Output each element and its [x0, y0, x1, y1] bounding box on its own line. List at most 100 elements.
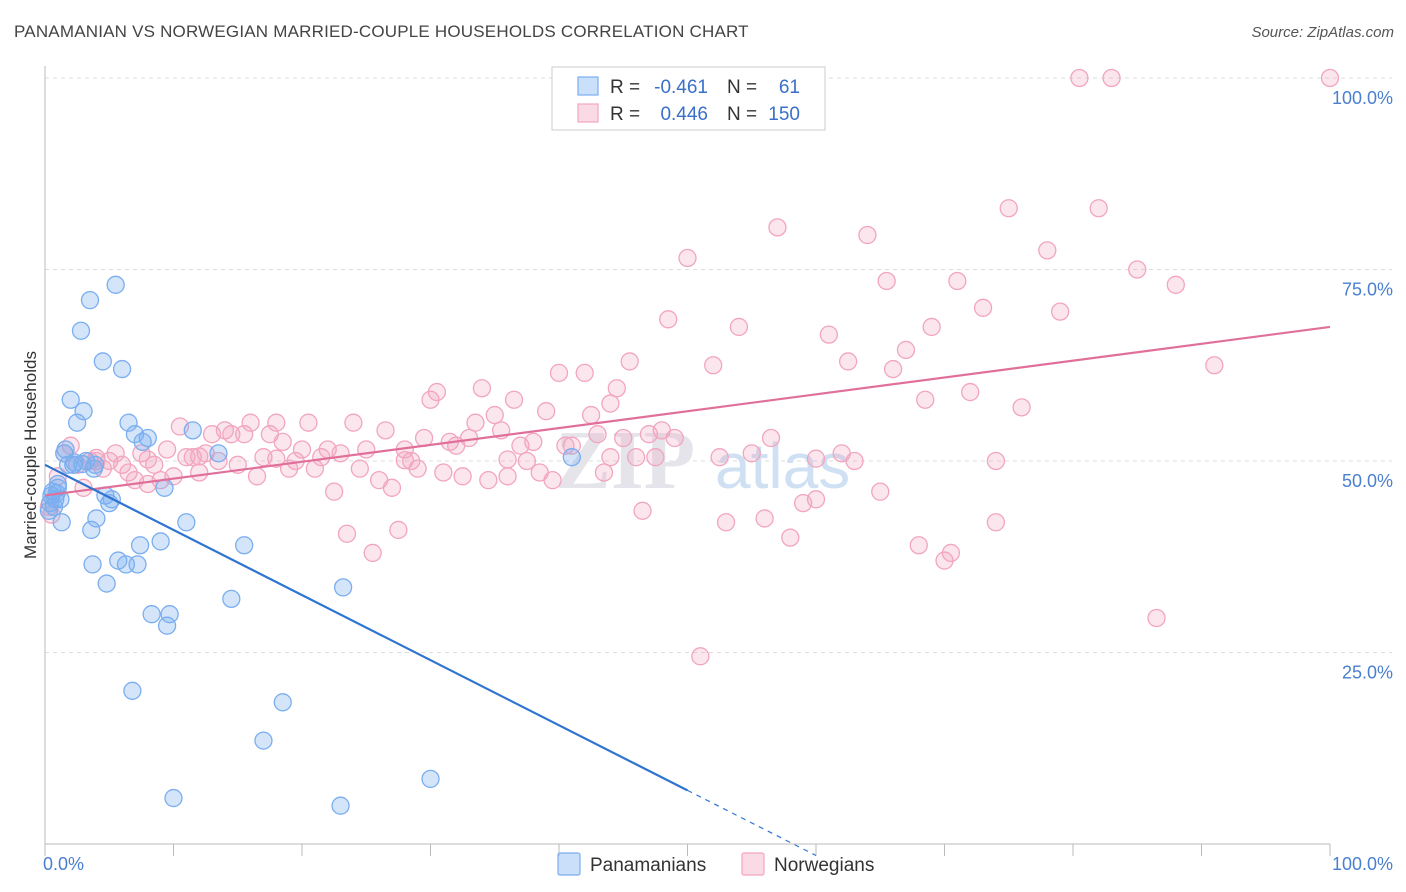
norwegian-point — [581, 405, 601, 425]
panamanian-trend-line — [44, 463, 688, 792]
norwegian-point — [157, 440, 177, 459]
norwegian-point — [337, 524, 357, 543]
norwegian-point — [755, 509, 774, 528]
norwegian-point — [1320, 68, 1340, 88]
panamanian-point — [65, 453, 84, 472]
norwegian-point — [1089, 199, 1108, 218]
norwegian-point — [716, 513, 736, 532]
panamanian-point — [333, 578, 353, 597]
x-tick-labels: 0.0% 100.0% — [43, 854, 1393, 874]
norwegian-point — [896, 340, 916, 360]
norwegian-point — [659, 310, 678, 329]
panamanian-point — [562, 448, 581, 467]
norwegian-point — [395, 451, 414, 470]
panamanian-point — [235, 536, 254, 555]
norwegian-point — [806, 449, 826, 468]
norwegian-point — [543, 470, 562, 490]
norwegian-point — [601, 448, 620, 467]
y-tick-label: 25.0% — [1342, 663, 1393, 683]
norwegian-point — [363, 543, 382, 563]
panamanian-point — [97, 574, 116, 593]
norwegian-point — [986, 513, 1006, 532]
panamanian-point — [106, 275, 125, 294]
panamanian-point — [93, 352, 112, 371]
panamanian-point — [80, 290, 100, 310]
norwegian-point — [575, 363, 594, 383]
norwegian-point — [350, 459, 369, 478]
panamanian-point — [112, 359, 132, 379]
norwegian-point — [626, 448, 646, 467]
norwegian-point — [633, 501, 652, 520]
norwegian-point — [845, 451, 864, 471]
norwegian-point — [1051, 302, 1070, 321]
panamanian-point — [73, 454, 92, 474]
norwegian-point — [916, 390, 935, 409]
panamanian-point — [130, 536, 150, 555]
norwegian-point — [678, 248, 697, 268]
norwegian-point — [389, 520, 408, 540]
legend-r-label: R = — [610, 77, 640, 98]
legend-r-label: R = — [610, 104, 640, 125]
norwegian-point — [961, 382, 980, 402]
norwegian-point — [614, 428, 633, 448]
panamanian-point — [160, 605, 179, 624]
bottom-legend-label: Norwegians — [774, 855, 874, 876]
norwegian-point — [883, 359, 903, 379]
bottom-legend: Panamanians Norwegians — [557, 852, 874, 876]
norwegian-point — [594, 463, 614, 482]
norwegian-point — [485, 405, 504, 425]
norwegian-point — [537, 402, 556, 421]
norwegian-point — [941, 543, 961, 563]
norwegian-point — [479, 470, 498, 490]
norwegian-point — [138, 450, 157, 469]
norwegian-point — [549, 363, 569, 383]
bottom-legend-swatch — [741, 852, 765, 876]
norwegian-point — [948, 271, 967, 291]
norwegian-point — [267, 449, 286, 468]
norwegian-point — [382, 478, 402, 497]
norwegian-point — [267, 413, 286, 432]
norwegian-points — [39, 68, 1340, 666]
y-tick-label: 100.0% — [1332, 88, 1393, 108]
panamanian-point — [254, 731, 273, 750]
norwegian-point — [408, 459, 427, 478]
norwegian-point — [1070, 68, 1089, 88]
source-label: Source: ZipAtlas.com — [1251, 24, 1394, 41]
norwegian-point — [607, 379, 626, 398]
norwegian-point — [1012, 398, 1031, 417]
panamanian-point — [71, 321, 91, 340]
norwegian-point — [427, 382, 447, 402]
norwegian-point — [646, 448, 665, 467]
y-tick-label: 50.0% — [1342, 471, 1393, 491]
legend-n-value: 150 — [768, 104, 800, 125]
norwegian-point — [190, 463, 209, 482]
chart-title: PANAMANIAN VS NORWEGIAN MARRIED-COUPLE H… — [14, 22, 749, 41]
norwegian-point — [190, 447, 209, 466]
norwegian-point — [177, 448, 196, 467]
norwegian-point — [838, 352, 858, 371]
watermark-atlas: atlas — [715, 430, 850, 502]
norwegian-point — [691, 647, 710, 666]
bottom-legend-swatch — [557, 852, 581, 876]
norwegian-point — [665, 428, 684, 448]
y-axis-label: Married-couple Households — [21, 351, 40, 559]
correlation-legend: R = -0.461 N = 61 R = 0.446 N = 150 — [551, 66, 826, 131]
norwegian-point — [620, 352, 639, 371]
norwegian-point — [588, 425, 607, 444]
norwegian-point — [781, 528, 800, 547]
norwegian-point — [241, 413, 260, 432]
y-tick-label: 75.0% — [1342, 280, 1393, 300]
panamanian-point — [138, 428, 157, 448]
panamanian-point — [331, 796, 350, 815]
panamanian-point — [123, 681, 142, 700]
x-tick-label-max: 100.0% — [1332, 854, 1393, 874]
norwegian-point — [106, 444, 125, 463]
panamanian-point — [56, 440, 75, 459]
norwegian-point — [235, 425, 254, 444]
norwegian-point — [209, 451, 228, 471]
norwegian-point — [761, 428, 781, 448]
norwegian-point — [1205, 356, 1224, 375]
bottom-legend-label: Panamanians — [590, 855, 706, 876]
panamanian-point — [164, 788, 183, 808]
